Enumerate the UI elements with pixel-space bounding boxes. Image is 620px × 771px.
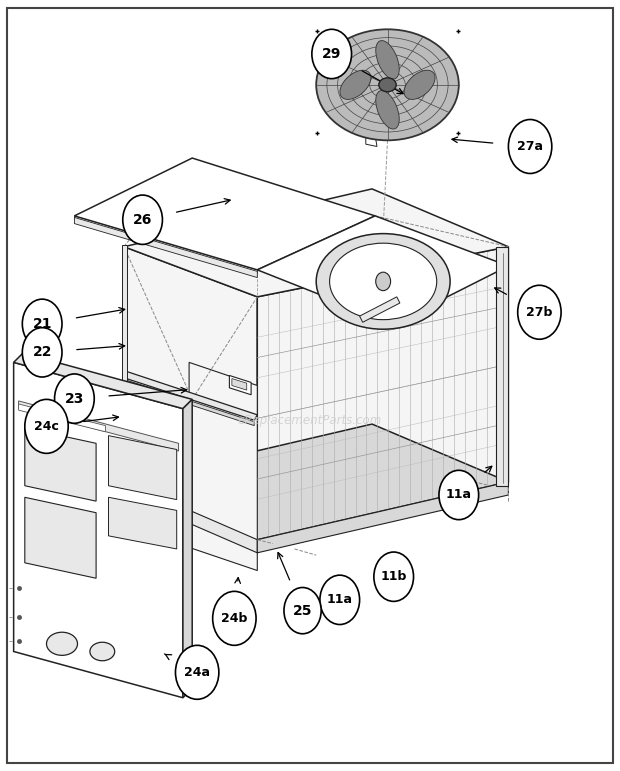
Circle shape xyxy=(123,195,162,244)
Polygon shape xyxy=(257,482,508,553)
Polygon shape xyxy=(25,428,96,501)
Polygon shape xyxy=(183,399,192,698)
Ellipse shape xyxy=(340,70,371,99)
Circle shape xyxy=(25,399,68,453)
Circle shape xyxy=(22,299,62,348)
Circle shape xyxy=(284,588,321,634)
Polygon shape xyxy=(189,362,257,571)
Text: 21: 21 xyxy=(32,317,52,331)
Circle shape xyxy=(518,285,561,339)
Polygon shape xyxy=(360,297,400,322)
Circle shape xyxy=(508,120,552,173)
Polygon shape xyxy=(14,353,192,409)
Ellipse shape xyxy=(46,632,78,655)
Text: 24a: 24a xyxy=(184,666,210,678)
Text: 11b: 11b xyxy=(381,571,407,583)
Polygon shape xyxy=(108,436,177,500)
Polygon shape xyxy=(108,497,177,549)
Text: 22: 22 xyxy=(32,345,52,359)
Text: 24c: 24c xyxy=(34,420,59,433)
Text: 25: 25 xyxy=(293,604,312,618)
Polygon shape xyxy=(122,245,127,484)
Text: 26: 26 xyxy=(133,213,153,227)
Text: 27a: 27a xyxy=(517,140,543,153)
Ellipse shape xyxy=(376,90,399,129)
Polygon shape xyxy=(124,482,257,553)
Polygon shape xyxy=(124,424,508,540)
Polygon shape xyxy=(366,136,377,146)
Polygon shape xyxy=(19,404,105,432)
Polygon shape xyxy=(74,158,375,270)
Polygon shape xyxy=(74,216,257,274)
Polygon shape xyxy=(74,217,257,278)
Ellipse shape xyxy=(316,29,459,140)
Polygon shape xyxy=(25,497,96,578)
Polygon shape xyxy=(124,372,257,420)
Ellipse shape xyxy=(376,41,399,79)
Polygon shape xyxy=(257,216,508,324)
Polygon shape xyxy=(496,247,508,486)
Polygon shape xyxy=(232,379,247,390)
Ellipse shape xyxy=(90,642,115,661)
Circle shape xyxy=(22,328,62,377)
Circle shape xyxy=(376,272,391,291)
Text: eReplacementParts.com: eReplacementParts.com xyxy=(238,414,382,426)
Text: 29: 29 xyxy=(322,47,342,61)
Circle shape xyxy=(312,29,352,79)
Polygon shape xyxy=(124,379,254,426)
Text: 11a: 11a xyxy=(446,489,472,501)
Polygon shape xyxy=(19,401,179,451)
Circle shape xyxy=(175,645,219,699)
Polygon shape xyxy=(124,247,257,540)
Text: 11a: 11a xyxy=(327,594,353,606)
Polygon shape xyxy=(124,189,508,297)
Ellipse shape xyxy=(330,243,436,320)
Text: 24b: 24b xyxy=(221,612,247,625)
Circle shape xyxy=(55,374,94,423)
Polygon shape xyxy=(229,375,251,395)
Polygon shape xyxy=(257,247,508,540)
Polygon shape xyxy=(14,362,183,698)
Circle shape xyxy=(213,591,256,645)
Circle shape xyxy=(439,470,479,520)
Ellipse shape xyxy=(379,78,396,92)
Ellipse shape xyxy=(404,70,435,99)
Text: 27b: 27b xyxy=(526,306,552,318)
Ellipse shape xyxy=(316,234,450,329)
Circle shape xyxy=(320,575,360,625)
Circle shape xyxy=(374,552,414,601)
Text: 23: 23 xyxy=(64,392,84,406)
